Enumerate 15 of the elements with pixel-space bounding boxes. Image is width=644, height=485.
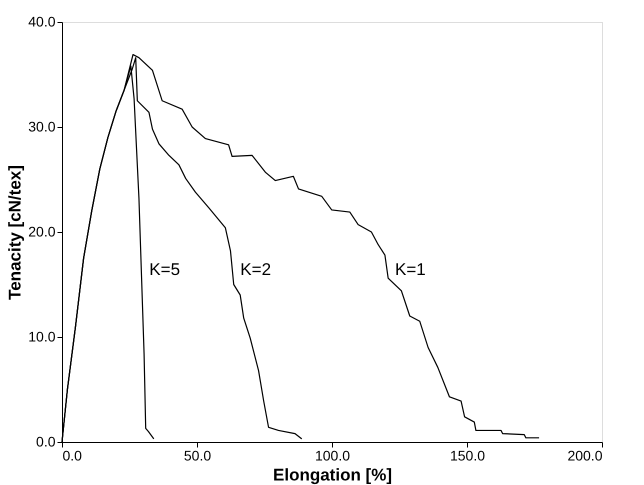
y-tick-label: 40.0 (28, 14, 56, 30)
x-tick-label: 150.0 (450, 448, 486, 464)
series-label: K=5 (149, 260, 180, 279)
x-tick-label: 50.0 (184, 448, 212, 464)
y-tick-label: 10.0 (28, 328, 56, 344)
y-tick-label: 30.0 (28, 118, 56, 134)
series-label: K=1 (394, 260, 426, 279)
x-tick-label: 0.0 (62, 448, 82, 464)
y-tick-label: 0.0 (36, 434, 56, 450)
x-axis-title: Elongation [%] (273, 466, 392, 484)
y-tick-label: 20.0 (28, 224, 56, 240)
y-axis-title: Tenacity [cN/tex] (5, 165, 24, 300)
x-tick-label: 200.0 (567, 448, 603, 464)
series-label: K=2 (240, 260, 272, 279)
x-tick-label: 100.0 (314, 448, 350, 464)
